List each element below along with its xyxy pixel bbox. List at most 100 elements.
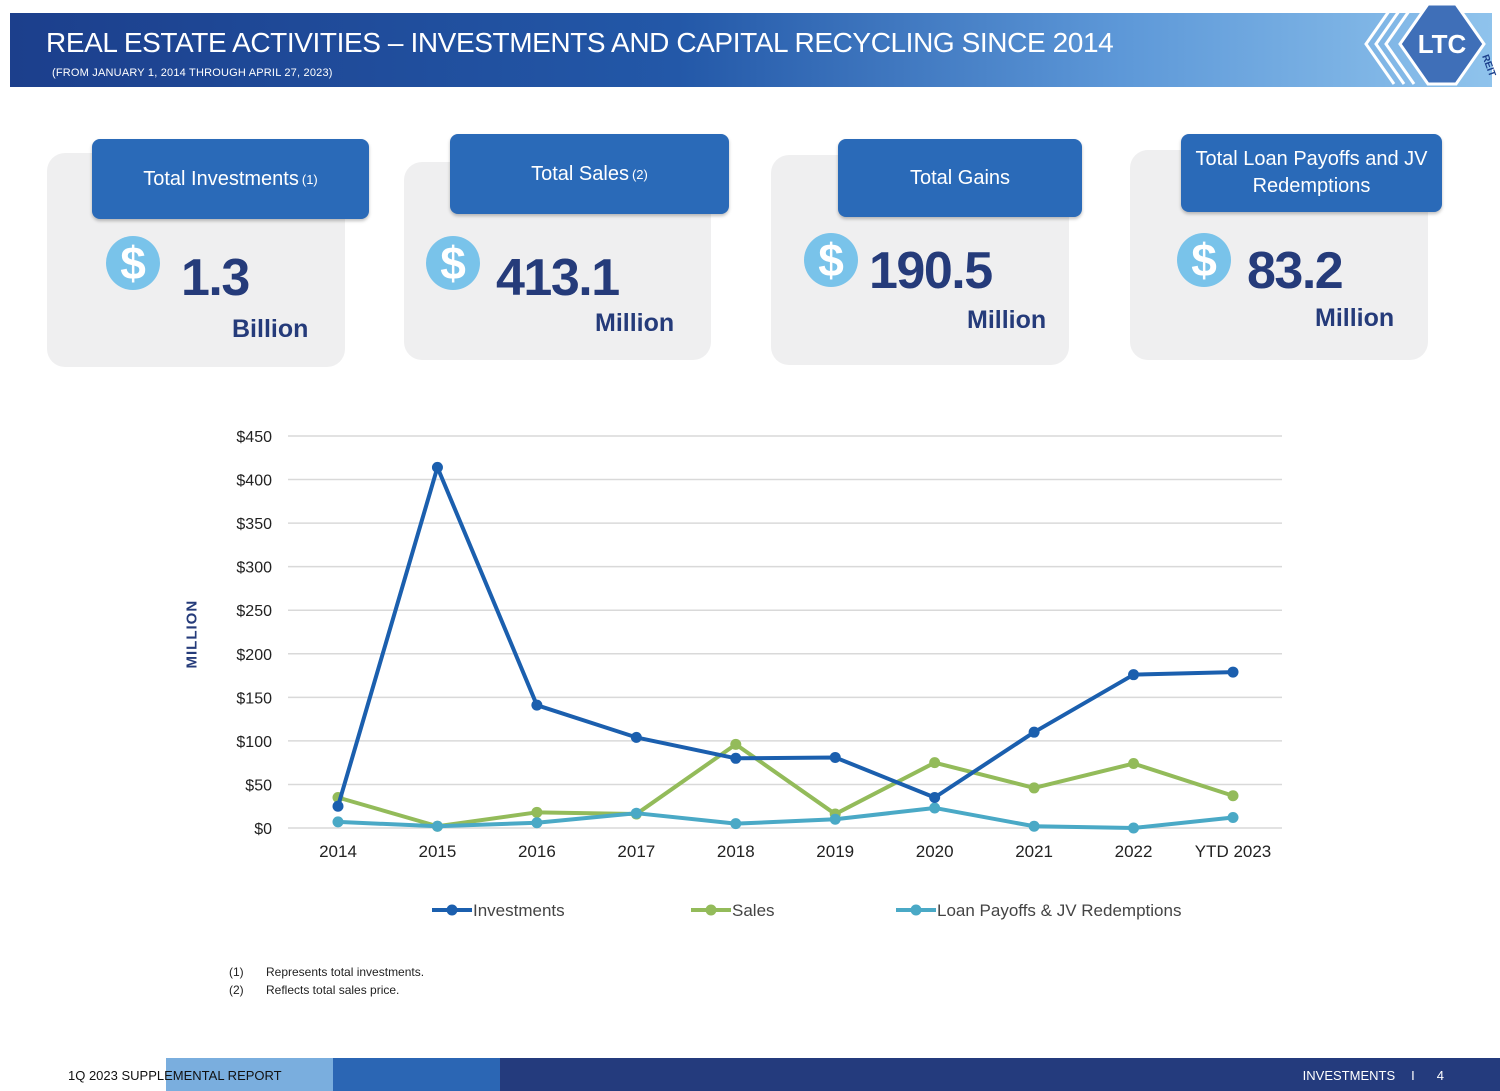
page-title: REAL ESTATE ACTIVITIES – INVESTMENTS AND… xyxy=(46,27,1114,58)
x-tick-label: 2015 xyxy=(419,842,457,861)
data-point xyxy=(929,757,941,769)
data-point xyxy=(929,802,941,814)
data-point xyxy=(332,800,344,812)
chart-legend: Investments Sales Loan Payoffs & JV Redemp… xyxy=(432,901,1181,920)
footer-bar xyxy=(0,1058,1500,1091)
data-point xyxy=(531,699,543,711)
header-banner: REAL ESTATE ACTIVITIES – INVESTMENTS AND… xyxy=(10,13,1492,87)
data-point xyxy=(730,818,742,830)
y-tick-label: $150 xyxy=(236,690,272,707)
page-number: 4 xyxy=(1436,1068,1444,1083)
legend-marker xyxy=(705,904,717,916)
kpi-tab-investments: Total Investments (1) xyxy=(92,139,369,219)
y-tick-label: $100 xyxy=(236,734,272,751)
data-point xyxy=(1128,669,1140,681)
x-tick-label: 2019 xyxy=(816,842,854,861)
kpi-unit: Million xyxy=(595,309,675,337)
kpi-value: 83.2 xyxy=(1247,242,1344,300)
x-tick-labels: 2014 2015 2016 2017 2018 2019 2020 2021 2022 YTD … xyxy=(319,842,1271,861)
y-tick-labels: $0 $50 $100 $150 $200 $250 $300 $350 $400 $450 xyxy=(236,429,272,838)
footnote-num: (1) xyxy=(229,965,244,979)
footnote-num: (2) xyxy=(229,983,244,997)
kpi-value: 190.5 xyxy=(869,242,993,300)
dollar-icon: $ xyxy=(106,236,160,290)
data-point xyxy=(1128,758,1140,770)
y-tick-label: $0 xyxy=(254,821,272,838)
chart-grid xyxy=(288,435,1282,829)
y-tick-label: $250 xyxy=(236,603,272,620)
y-tick-label: $350 xyxy=(236,516,272,533)
data-point xyxy=(829,751,841,763)
y-tick-label: $450 xyxy=(236,429,272,446)
kpi-unit: Million xyxy=(1315,304,1395,332)
kpi-unit: Billion xyxy=(232,315,309,343)
legend-label: Sales xyxy=(732,901,775,920)
data-point xyxy=(332,792,344,804)
data-point xyxy=(1028,726,1040,738)
chart-series xyxy=(332,461,1239,834)
dollar-icon: $ xyxy=(426,236,480,290)
kpi-value: 1.3 xyxy=(181,249,250,307)
y-axis-label: MILLION xyxy=(183,599,201,669)
footnote-2: (2) Reflects total sales price. xyxy=(229,983,399,997)
data-point xyxy=(730,738,742,750)
kpi-tab-sales: Total Sales (2) xyxy=(450,134,729,214)
legend-marker xyxy=(910,904,922,916)
kpi-note: (2) xyxy=(631,166,648,182)
kpi-label: Total Gains xyxy=(909,166,1011,189)
kpi-note: (1) xyxy=(301,171,318,187)
footer-section: INVESTMENTS I 4 xyxy=(1303,1068,1444,1083)
data-point xyxy=(431,820,443,832)
x-tick-label: 2017 xyxy=(617,842,655,861)
data-point xyxy=(1227,790,1239,802)
footer-separator: I xyxy=(1411,1068,1415,1083)
data-point xyxy=(1227,666,1239,678)
kpi-tab-gains: Total Gains xyxy=(838,139,1082,217)
data-point xyxy=(730,752,742,764)
legend-marker xyxy=(446,904,458,916)
data-point xyxy=(431,820,443,832)
footnote-1: (1) Represents total investments. xyxy=(229,965,424,979)
data-point xyxy=(531,817,543,829)
x-tick-label: 2020 xyxy=(916,842,954,861)
footer-section-name: INVESTMENTS xyxy=(1302,1068,1396,1083)
data-point xyxy=(929,792,941,804)
logo-text: LTC xyxy=(1418,29,1467,59)
data-point xyxy=(829,813,841,825)
x-tick-label: 2022 xyxy=(1115,842,1153,861)
x-tick-label: 2016 xyxy=(518,842,556,861)
x-tick-label: 2018 xyxy=(717,842,755,861)
data-point xyxy=(1028,820,1040,832)
dollar-icon: $ xyxy=(1177,233,1231,287)
footnote-text: Represents total investments. xyxy=(266,965,425,979)
legend-label: Investments xyxy=(473,901,565,920)
y-tick-label: $50 xyxy=(245,777,272,794)
footer-report-name: 1Q 2023 SUPPLEMENTAL REPORT xyxy=(68,1068,282,1083)
data-point xyxy=(531,806,543,818)
series-line-1 xyxy=(337,742,1234,829)
series-line-2 xyxy=(337,805,1234,830)
x-tick-label: 2014 xyxy=(319,842,357,861)
data-point xyxy=(332,816,344,828)
data-point xyxy=(1227,812,1239,824)
page-subtitle: (FROM JANUARY 1, 2014 THROUGH APRIL 27, … xyxy=(52,67,333,79)
data-point xyxy=(630,731,642,743)
data-point xyxy=(431,461,443,473)
kpi-unit: Million xyxy=(967,306,1047,334)
kpi-label: Total Investments xyxy=(143,167,299,190)
y-tick-label: $400 xyxy=(236,473,272,490)
data-point xyxy=(829,808,841,820)
y-tick-label: $200 xyxy=(236,647,272,664)
footnote-text: Reflects total sales price. xyxy=(266,983,400,997)
ltc-reit-logo: LTC REIT xyxy=(1364,2,1497,86)
legend-label: Loan Payoffs & JV Redemptions xyxy=(937,901,1181,920)
data-point xyxy=(630,807,642,819)
data-point xyxy=(1128,822,1140,834)
x-tick-label: 2021 xyxy=(1015,842,1053,861)
data-point xyxy=(630,808,642,820)
dollar-icon: $ xyxy=(804,233,858,287)
kpi-tab-loan-payoffs: Total Loan Payoffs and JV Redemptions xyxy=(1181,134,1442,212)
kpi-value: 413.1 xyxy=(496,249,620,307)
kpi-label: Total Sales xyxy=(531,162,629,185)
data-point xyxy=(1028,782,1040,794)
